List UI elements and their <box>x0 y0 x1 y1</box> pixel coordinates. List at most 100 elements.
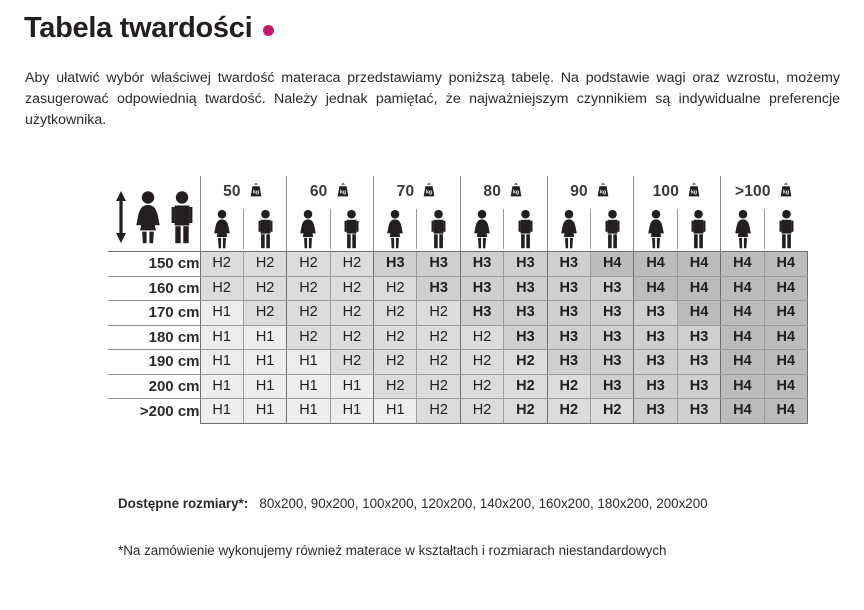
female-figure-icon <box>133 190 163 249</box>
female-figure-icon <box>548 209 590 249</box>
hardness-cell: H3 <box>373 251 417 277</box>
weight-value: >100 <box>734 183 771 200</box>
hardness-cell: H1 <box>286 398 331 424</box>
svg-text:kg: kg <box>600 189 606 195</box>
hardness-cell: H4 <box>676 276 721 301</box>
weight-value: 90 <box>570 183 588 200</box>
hardness-cell: H4 <box>676 251 721 277</box>
row-header-height: 200 cm <box>108 374 200 399</box>
male-figure-icon <box>763 209 808 249</box>
hardness-cell: H1 <box>242 349 287 375</box>
hardness-cell: H1 <box>199 300 244 326</box>
svg-text:kg: kg <box>783 189 789 195</box>
hardness-cell: H1 <box>199 374 244 399</box>
table-row: 150 cm H2 H2 H2 H2 H3 H3 H3 H3 H3 H4 H4 H4 H4 H4 <box>108 251 809 277</box>
kg-weight-icon: kg <box>595 182 611 203</box>
kg-weight-icon: kg <box>335 182 351 203</box>
table-header-row: 50 kg 60 kg 70 kg 80 kg 90 kg 100 kg >100 kg <box>108 176 808 252</box>
hardness-cell: H3 <box>676 349 721 375</box>
hardness-cell: H1 <box>329 374 374 399</box>
svg-text:kg: kg <box>253 189 259 195</box>
weight-group-header-50: 50 kg <box>199 176 287 252</box>
female-figure-icon <box>287 209 329 249</box>
hardness-cell: H2 <box>329 349 374 375</box>
intro-text: Aby ułatwić wybór właściwej twardość mat… <box>25 70 840 128</box>
hardness-cell: H2 <box>373 325 417 350</box>
hardness-cell: H3 <box>503 251 548 277</box>
hardness-cell: H2 <box>199 251 244 277</box>
male-figure-icon <box>416 209 459 249</box>
hardness-cell: H3 <box>503 300 548 326</box>
hardness-cell: H4 <box>633 251 678 277</box>
hardness-cell: H2 <box>329 300 374 326</box>
custom-order-note: *Na zamówienie wykonujemy również matera… <box>118 543 667 558</box>
hardness-cell: H3 <box>590 374 634 399</box>
hardness-cell: H3 <box>459 300 504 326</box>
hardness-cell: H3 <box>416 251 461 277</box>
hardness-cell: H3 <box>633 398 678 424</box>
weight-group-header-over100: >100 kg <box>720 176 808 252</box>
table-header: 50 kg 60 kg 70 kg 80 kg 90 kg 100 kg >100 kg <box>108 176 808 252</box>
male-figure-icon <box>590 209 633 249</box>
row-header-height: 180 cm <box>108 325 200 350</box>
hardness-cell: H4 <box>763 300 809 326</box>
hardness-cell: H2 <box>242 300 287 326</box>
hardness-cell: H3 <box>459 251 504 277</box>
hardness-cell: H4 <box>763 349 809 375</box>
female-figure-icon <box>634 209 676 249</box>
hardness-cell: H3 <box>546 349 591 375</box>
row-header-height: 190 cm <box>108 349 200 375</box>
weight-label-row: >100 kg <box>721 176 807 205</box>
vertical-double-arrow-icon <box>114 190 128 249</box>
accent-dot-icon <box>263 25 275 36</box>
row-header-height: 160 cm <box>108 276 200 301</box>
weight-value: 100 <box>652 183 680 200</box>
weight-label-row: 50 kg <box>201 176 287 205</box>
hardness-cell: H2 <box>503 349 548 375</box>
svg-text:kg: kg <box>339 189 345 195</box>
hardness-cell: H2 <box>503 398 548 424</box>
hardness-cell: H4 <box>720 251 765 277</box>
gender-figures <box>634 205 720 251</box>
weight-label-row: 60 kg <box>287 176 373 205</box>
hardness-cell: H4 <box>720 276 765 301</box>
table-row: >200 cm H1 H1 H1 H1 H1 H2 H2 H2 H2 H2 H3 H3 H4 H4 <box>108 398 809 424</box>
hardness-cell: H3 <box>676 398 721 424</box>
weight-value: 80 <box>483 183 502 200</box>
hardness-cell: H3 <box>633 374 678 399</box>
hardness-cell: H2 <box>459 349 504 375</box>
female-figure-icon <box>721 209 764 249</box>
svg-text:kg: kg <box>513 189 519 195</box>
kg-weight-icon: kg <box>686 182 702 203</box>
hardness-cell: H4 <box>720 349 765 375</box>
hardness-cell: H3 <box>633 300 678 326</box>
hardness-cell: H3 <box>676 374 721 399</box>
hardness-cell: H2 <box>286 325 331 350</box>
hardness-cell: H4 <box>590 251 634 277</box>
hardness-cell: H3 <box>633 349 678 375</box>
hardness-cell: H4 <box>763 276 809 301</box>
weight-value: 50 <box>223 183 241 200</box>
hardness-cell: H4 <box>720 374 765 399</box>
hardness-cell: H4 <box>720 300 765 326</box>
table-row: 190 cm H1 H1 H1 H2 H2 H2 H2 H2 H3 H3 H3 H3 H4 H4 <box>108 349 809 375</box>
female-figure-icon <box>461 209 503 249</box>
hardness-cell: H3 <box>503 276 548 301</box>
gender-figures <box>721 205 807 251</box>
weight-group-header-100: 100 kg <box>633 176 721 252</box>
hardness-cell: H1 <box>199 349 244 375</box>
hardness-cell: H2 <box>373 300 417 326</box>
hardness-cell: H1 <box>286 374 331 399</box>
hardness-cell: H2 <box>242 276 287 301</box>
hardness-cell: H2 <box>416 300 461 326</box>
hardness-cell: H3 <box>416 276 461 301</box>
male-figure-icon <box>168 190 196 249</box>
gender-figures <box>374 205 460 251</box>
hardness-cell: H3 <box>590 300 634 326</box>
hardness-cell: H4 <box>763 325 809 350</box>
female-figure-icon <box>201 209 243 249</box>
male-figure-icon <box>503 209 546 249</box>
weight-label-row: 70 kg <box>374 176 460 205</box>
hardness-cell: H1 <box>242 398 287 424</box>
weight-label-row: 80 kg <box>461 176 547 205</box>
